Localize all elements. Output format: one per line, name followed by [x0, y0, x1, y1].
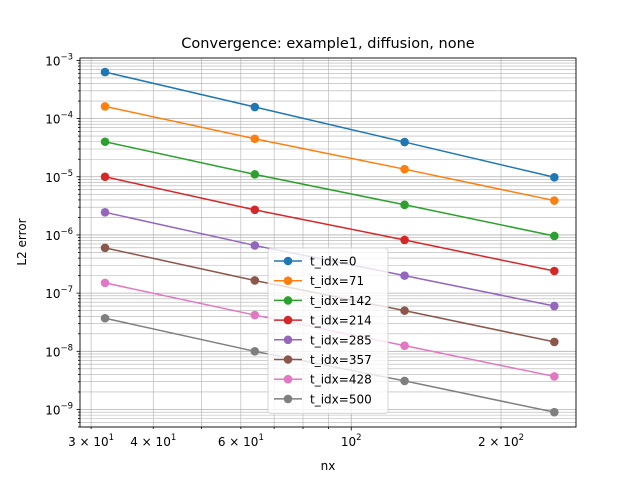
- data-point: [250, 241, 260, 250]
- data-point: [400, 306, 409, 315]
- data-point: [550, 172, 559, 182]
- data-point: [100, 243, 110, 253]
- data-point: [550, 301, 559, 311]
- legend: t_idx=0 t_idx=71 t_idx=142 t_idx=214 t_idx=2…: [267, 247, 389, 415]
- series-t-idx-214: [100, 172, 559, 276]
- legend-marker: [283, 276, 293, 286]
- legend-label: t_idx=0: [310, 255, 356, 269]
- plot-frame: [79, 57, 577, 428]
- legend-marker: [283, 374, 293, 384]
- data-point: [400, 137, 409, 147]
- data-point: [550, 196, 559, 205]
- legend-marker: [283, 394, 293, 404]
- data-point: [400, 235, 409, 245]
- series-line: [104, 176, 555, 272]
- series-line: [104, 105, 555, 202]
- data-point: [400, 164, 409, 174]
- data-point: [100, 278, 110, 288]
- legend-label: t_idx=357: [310, 353, 372, 367]
- legend-entry: t_idx=0: [274, 255, 356, 269]
- legend-entry: t_idx=500: [274, 392, 372, 406]
- legend-entry: t_idx=285: [274, 333, 372, 347]
- data-point: [550, 266, 559, 276]
- legend-label: t_idx=214: [310, 314, 372, 328]
- data-point: [250, 310, 260, 320]
- x-tick-label: 3 × 101: [68, 433, 114, 449]
- legend-label: t_idx=285: [310, 333, 372, 347]
- data-point: [550, 407, 559, 417]
- series-line: [104, 141, 555, 237]
- legend-label: t_idx=500: [310, 392, 372, 406]
- x-tick-label: 6 × 101: [218, 433, 264, 449]
- data-point: [250, 276, 260, 285]
- data-point: [550, 337, 559, 347]
- legend-marker: [283, 296, 293, 305]
- data-point: [100, 102, 110, 111]
- data-point: [100, 137, 110, 147]
- data-point: [250, 134, 260, 144]
- data-point: [100, 313, 110, 323]
- data-point: [250, 170, 260, 179]
- axis-ticks: 3 × 101 4 × 101 6 × 101 102 2 × 10210−910−81…: [45, 52, 524, 449]
- data-point: [400, 376, 409, 386]
- data-point: [100, 67, 110, 77]
- x-axis-label: nx: [321, 459, 336, 473]
- data-point: [400, 341, 409, 350]
- series-t-idx-0: [100, 67, 559, 182]
- legend-label: t_idx=142: [310, 294, 372, 308]
- data-point: [100, 172, 110, 182]
- chart-title: Convergence: example1, diffusion, none: [181, 36, 474, 52]
- data-point: [550, 231, 559, 241]
- legend-marker: [283, 315, 293, 325]
- data-point: [100, 208, 110, 217]
- series-t-idx-71: [100, 102, 559, 205]
- legend-entry: t_idx=357: [274, 353, 372, 367]
- data-point: [250, 347, 260, 356]
- legend-box: [267, 247, 389, 415]
- data-point: [250, 102, 260, 112]
- legend-entry: t_idx=142: [274, 294, 372, 308]
- data-point: [400, 200, 409, 210]
- data-point: [550, 372, 559, 381]
- x-tick-label: 2 × 102: [478, 433, 524, 449]
- legend-label: t_idx=71: [310, 274, 364, 288]
- data-point: [400, 271, 409, 280]
- series-line: [104, 71, 555, 179]
- legend-marker: [283, 355, 293, 364]
- legend-entry: t_idx=71: [274, 274, 364, 288]
- data-point: [250, 205, 260, 215]
- series-t-idx-142: [100, 137, 559, 241]
- legend-entry: t_idx=428: [274, 373, 372, 387]
- legend-entry: t_idx=214: [274, 314, 372, 328]
- legend-label: t_idx=428: [310, 373, 372, 387]
- y-axis-label: L2 error: [15, 218, 29, 265]
- legend-marker: [283, 256, 293, 266]
- legend-marker: [283, 335, 293, 345]
- x-tick-label: 4 × 101: [130, 433, 176, 449]
